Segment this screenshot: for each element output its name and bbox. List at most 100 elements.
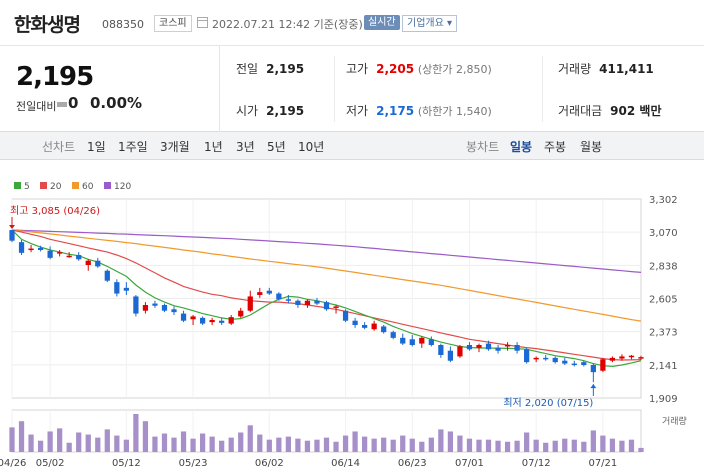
candle-body: [352, 320, 358, 325]
candle-body: [238, 310, 244, 317]
y-tick-label: 2,373: [649, 328, 678, 339]
period-toolbar: 선차트 1일 1주일 3개월 1년 3년 5년 10년 봉차트 일봉 주봉 월봉: [0, 132, 704, 160]
y-tick-label: 2,838: [649, 261, 678, 272]
legend-ma60[interactable]: 60: [72, 182, 93, 192]
candle-body: [619, 356, 625, 359]
tab-3year[interactable]: 3년: [236, 140, 255, 154]
realtime-button[interactable]: 실시간: [364, 15, 400, 30]
calendar-icon: [197, 17, 208, 28]
candle-body: [533, 357, 539, 360]
legend-ma5[interactable]: 5: [14, 182, 30, 192]
tab-5year[interactable]: 5년: [267, 140, 286, 154]
x-tick-label: 07/12: [522, 458, 551, 469]
tab-weekly[interactable]: 주봉: [544, 140, 567, 154]
volume-bar: [314, 439, 320, 452]
candles: [9, 230, 644, 383]
x-tick-label: 05/02: [36, 458, 65, 469]
volume-bar: [438, 429, 444, 452]
candle-body: [600, 359, 606, 371]
legend-swatch: [14, 182, 21, 189]
legend-ma120[interactable]: 120: [104, 182, 131, 192]
tab-1day[interactable]: 1일: [87, 140, 106, 154]
y-tick-label: 2,141: [649, 361, 678, 372]
prev-close-label: 전일: [236, 62, 259, 76]
legend-label: 60: [82, 182, 94, 192]
volume-bar: [199, 433, 206, 452]
current-price: 2,195: [16, 62, 94, 92]
candle-body: [524, 349, 530, 363]
line-chart-label: 선차트: [42, 140, 76, 154]
volume-bar: [390, 439, 396, 452]
candle-body: [590, 365, 596, 373]
change-percent: 0.00%: [90, 94, 143, 112]
x-tick-label: 04/26: [0, 458, 26, 469]
volume-bar: [95, 437, 101, 452]
volume-bar: [285, 436, 291, 452]
stock-header: 한화생명 088350 코스피 2022.07.21 12:42 기준(장중) …: [0, 0, 704, 46]
volume-bar: [247, 425, 253, 452]
candle-body: [381, 326, 387, 333]
candle-body: [28, 248, 34, 251]
x-tick-label: 07/21: [588, 458, 617, 469]
candle-body: [514, 345, 520, 351]
candle-body: [190, 316, 196, 320]
tab-daily[interactable]: 일봉: [510, 140, 533, 154]
volume-bar: [18, 421, 25, 452]
chart-axes: 3,302 3,070 2,838 2,605 2,373 2,141 1,909 04/26…: [0, 195, 687, 469]
candle-body: [95, 260, 101, 267]
candle-body: [428, 339, 434, 345]
chart-grid: [11, 198, 642, 453]
volume-bar: [571, 439, 577, 452]
trade-amount: 거래대금 902 백만: [558, 102, 661, 119]
company-name[interactable]: 한화생명: [14, 14, 81, 36]
candle-body: [266, 290, 272, 294]
volume-bar: [495, 440, 501, 452]
volume-bar: [238, 432, 244, 452]
volume-bar: [66, 442, 72, 452]
volume-bar: [457, 435, 463, 452]
prev-close-value: 2,195: [266, 62, 305, 76]
volume-axis-label: 거래량: [662, 415, 687, 427]
tab-3month[interactable]: 3개월: [160, 140, 190, 154]
tab-1year[interactable]: 1년: [204, 140, 223, 154]
divider: [334, 56, 335, 122]
volume-bar: [600, 435, 606, 452]
volume-bar: [37, 440, 44, 452]
volume-bar: [476, 439, 482, 452]
candle-body: [485, 343, 492, 350]
volume-bar: [419, 441, 425, 452]
candle-body: [447, 350, 454, 361]
volume-bar: [114, 435, 120, 452]
candle-body: [257, 292, 263, 295]
company-info-dropdown[interactable]: 기업개요 ▾: [402, 15, 457, 32]
legend-ma20[interactable]: 20: [40, 182, 61, 192]
candle-body: [504, 345, 511, 347]
chart-annotations: 최고 3,085 (04/26) 최저 2,020 (07/15): [9, 205, 597, 409]
volume-bar: [581, 441, 587, 452]
candle-body: [18, 242, 25, 253]
candle-body: [171, 309, 177, 313]
open-label: 시가: [236, 104, 259, 118]
ma60-line: [11, 229, 642, 322]
volume-bar: [104, 429, 110, 452]
tab-10year[interactable]: 10년: [298, 140, 325, 154]
volume: 거래량 411,411: [558, 60, 654, 77]
candle-chart-label: 봉차트: [466, 140, 500, 154]
legend-swatch: [72, 182, 79, 189]
y-tick-label: 1,909: [649, 394, 678, 405]
candle-body: [295, 300, 301, 305]
candle-body: [114, 282, 120, 294]
low-annotation: 최저 2,020 (07/15): [503, 397, 593, 409]
x-tick-label: 06/14: [331, 458, 360, 469]
volume-bar: [400, 435, 406, 452]
tab-1week[interactable]: 1주일: [118, 140, 148, 154]
market-badge: 코스피: [154, 15, 192, 32]
candle-body: [219, 320, 225, 323]
candle-body: [9, 230, 15, 241]
candle-body: [495, 347, 501, 351]
volume-bar: [466, 438, 473, 452]
candle-body: [457, 346, 463, 357]
tab-monthly[interactable]: 월봉: [580, 140, 603, 154]
upper-limit: (상한가 2,850): [417, 63, 492, 76]
